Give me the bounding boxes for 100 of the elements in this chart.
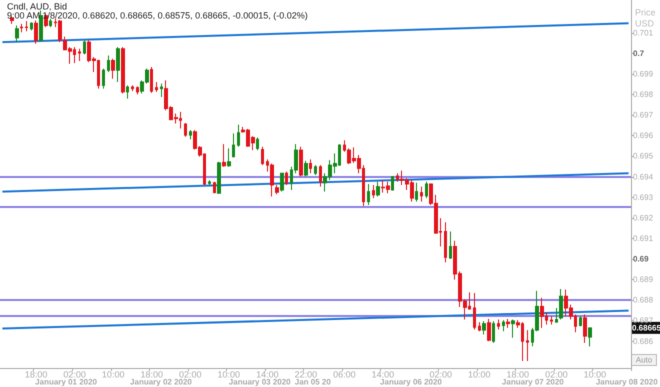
x-tick-label: 22:00: [294, 370, 318, 380]
text: Jan 05 20: [294, 378, 332, 386]
candlestick: [550, 316, 553, 326]
candlestick: [367, 184, 370, 206]
candlestick: [131, 84, 134, 92]
candlestick: [492, 320, 495, 344]
candlestick: [107, 55, 110, 72]
y-tick-label: 0.695: [633, 152, 654, 161]
candlestick: [116, 46, 120, 83]
candlestick: [222, 144, 226, 168]
x-tick-label: 02:00: [179, 370, 202, 380]
candlestick: [261, 146, 264, 166]
candlestick: [579, 316, 582, 327]
candlestick: [102, 68, 105, 90]
candlestick: [376, 181, 380, 198]
candlestick: [511, 318, 515, 338]
candlestick: [309, 158, 312, 174]
text: January 02 2020: [130, 378, 192, 386]
y-tick-label: 0.697: [633, 110, 654, 120]
candlestick: [304, 160, 308, 178]
candlestick: [83, 40, 86, 55]
candlestick: [555, 307, 558, 324]
x-tick-label: 02:00: [545, 370, 568, 380]
candlestick: [478, 322, 481, 332]
candlestick: [314, 164, 317, 176]
candlestick: [502, 320, 505, 332]
candlestick: [285, 171, 288, 186]
candlestick: [270, 162, 274, 198]
candlestick: [588, 327, 592, 347]
candlestick: [420, 186, 423, 202]
candlestick: [415, 182, 418, 202]
y-tick-label: 0.694: [633, 172, 654, 182]
candlestick: [449, 230, 452, 260]
x-tick-label: 02:00: [63, 370, 86, 380]
x-tick-label: 02:00: [429, 370, 452, 380]
candlestick: [280, 172, 284, 192]
text: Auto: [636, 356, 653, 364]
candlestick: [372, 184, 375, 199]
x-tick-label: 10:00: [218, 370, 240, 380]
y-tick-label: 0.69: [633, 254, 650, 264]
candlestick: [425, 181, 428, 199]
y-tick-label: 0.698: [633, 90, 654, 100]
candlestick: [275, 184, 279, 195]
candlestick: [526, 330, 529, 362]
candlestick: [150, 66, 153, 94]
y-tick-label: 0.693: [633, 192, 654, 202]
text: January 06 2020: [380, 378, 442, 386]
candlestick: [559, 288, 563, 320]
x-tick-label: 18:00: [140, 370, 163, 380]
candlestick: [506, 318, 510, 328]
x-tick-label: 06:00: [333, 370, 356, 380]
candlestick: [136, 86, 139, 95]
candlestick: [227, 148, 231, 168]
y-tick-label: 0.688: [633, 296, 654, 305]
candlestick: [126, 84, 129, 100]
candlestick: [256, 137, 259, 151]
x-tick-label: 10:00: [102, 370, 124, 380]
candlestick: [49, 18, 52, 28]
candlestick: [155, 82, 158, 92]
y-axis-title: Price USD: [635, 7, 656, 28]
candlestick: [217, 161, 221, 194]
candlestick: [78, 48, 81, 62]
candlestick: [482, 320, 486, 335]
candlestick: [237, 124, 240, 148]
y-tick-label: 0.701: [633, 28, 654, 38]
candlestick: [184, 122, 187, 138]
candlestick: [473, 292, 476, 330]
x-tick-label: 14:00: [256, 370, 279, 380]
candlestick: [39, 10, 43, 42]
x-tick-label: 18:00: [24, 370, 48, 380]
candlestick: [444, 222, 447, 263]
candlestick: [30, 22, 33, 31]
candlestick: [25, 20, 28, 32]
candlestick: [319, 164, 322, 188]
candlestick: [497, 318, 500, 330]
candlestick: [540, 297, 544, 328]
candlestick: [232, 132, 235, 158]
y-tick-label: 0.7: [633, 48, 645, 58]
candlestick: [189, 130, 192, 140]
y-tick-label: 0.692: [633, 213, 654, 222]
candlestick: [208, 180, 211, 186]
candlestick: [160, 83, 163, 98]
x-tick-label: 14:00: [372, 370, 394, 380]
candlestick: [299, 146, 303, 178]
candlestick: [111, 58, 115, 80]
text: January 01 2020: [35, 378, 98, 386]
y-tick-label: 0.689: [633, 275, 654, 284]
candlestick: [391, 175, 394, 192]
candlestick: [20, 23, 23, 33]
y-tick-label: 0.699: [633, 70, 654, 79]
candlestick: [15, 24, 19, 43]
text: 9:00 AM 1/8/2020, 0.68620, 0.68665, 0.68575, 0.68665, -0.00015, (-0.02%): [7, 10, 308, 20]
text: January 03 2020: [228, 378, 292, 386]
y-tick-label: 0.696: [633, 131, 654, 140]
chart-title: Cndl, AUD, Bid: [7, 2, 68, 12]
x-tick-label: 18:00: [506, 370, 530, 380]
y-tick-label: 0.686: [633, 336, 654, 346]
candlestick: [583, 314, 587, 344]
candlestick: [213, 181, 216, 194]
candlestick: [121, 46, 125, 94]
